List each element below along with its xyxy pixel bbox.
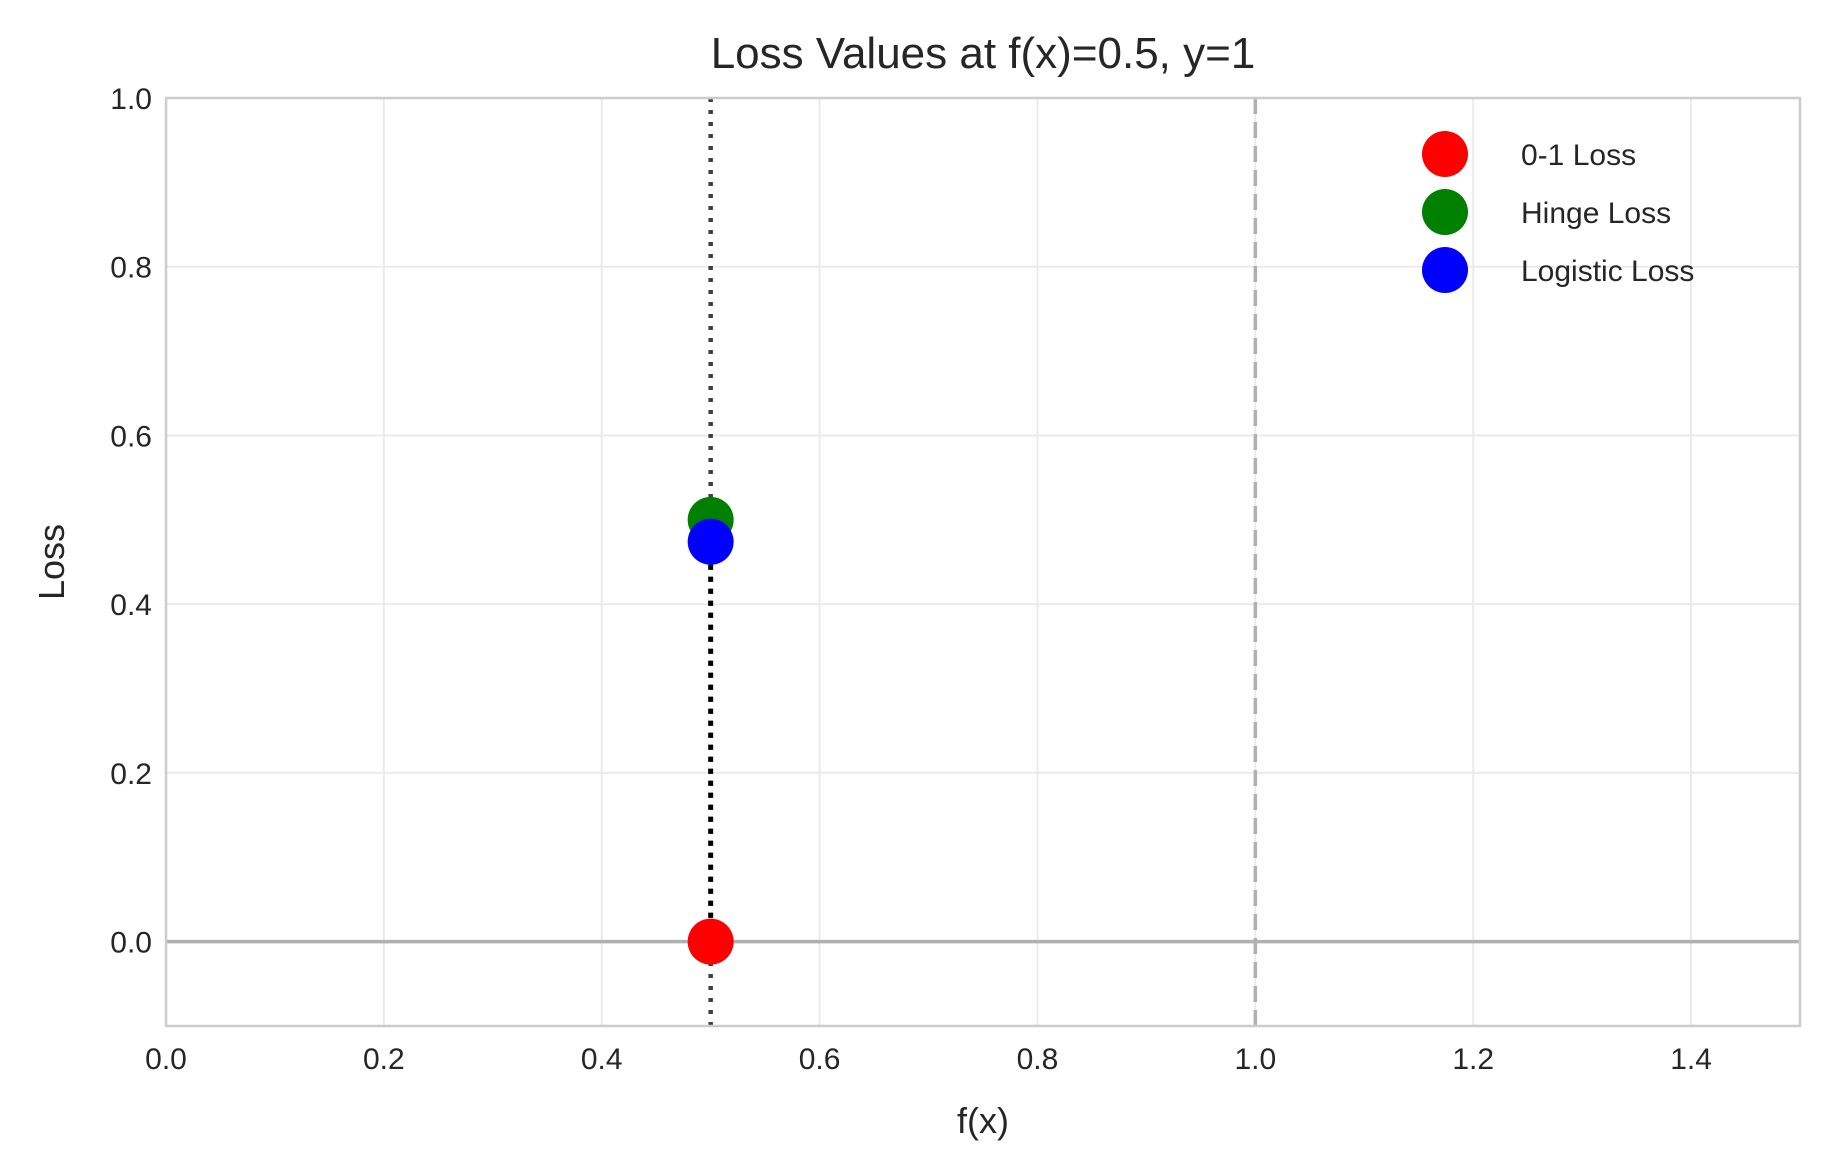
- x-tick-label: 0.6: [799, 1043, 841, 1076]
- chart-title: Loss Values at f(x)=0.5, y=1: [711, 29, 1256, 78]
- x-tick-label: 1.2: [1452, 1043, 1494, 1076]
- y-tick-label: 0.4: [110, 589, 152, 622]
- y-tick-label: 1.0: [110, 83, 152, 116]
- reference-lines: [166, 98, 1800, 1026]
- x-tick-label: 0.8: [1017, 1043, 1059, 1076]
- y-tick-label: 0.6: [110, 420, 152, 453]
- legend-label: Logistic Loss: [1521, 255, 1694, 288]
- x-tick-label: 1.0: [1234, 1043, 1276, 1076]
- legend-marker: [1422, 189, 1468, 235]
- x-tick-label: 0.4: [581, 1043, 623, 1076]
- data-points: [687, 496, 734, 965]
- y-tick-label: 0.2: [110, 758, 152, 791]
- tick-labels: 0.0 0.2 0.4 0.6 0.8 1.0 1.2 1.4 0.0 0.2 0.4 0.6 0.8 1…: [110, 83, 1712, 1076]
- y-axis-label: Loss: [31, 524, 72, 600]
- data-point: [687, 918, 734, 965]
- y-tick-label: 0.8: [110, 252, 152, 285]
- legend-marker: [1422, 247, 1468, 293]
- x-tick-label: 0.2: [363, 1043, 405, 1076]
- x-axis-label: f(x): [957, 1100, 1009, 1141]
- legend: 0-1 Loss Hinge Loss Logistic Loss: [1422, 131, 1694, 293]
- data-point: [687, 518, 734, 565]
- x-tick-label: 0.0: [145, 1043, 187, 1076]
- y-tick-label: 0.0: [110, 927, 152, 960]
- grid: [165, 97, 1800, 1026]
- legend-label: 0-1 Loss: [1521, 139, 1636, 172]
- legend-label: Hinge Loss: [1521, 197, 1671, 230]
- x-tick-label: 1.4: [1670, 1043, 1712, 1076]
- legend-marker: [1422, 131, 1468, 177]
- plot-frame: [164, 96, 1802, 1028]
